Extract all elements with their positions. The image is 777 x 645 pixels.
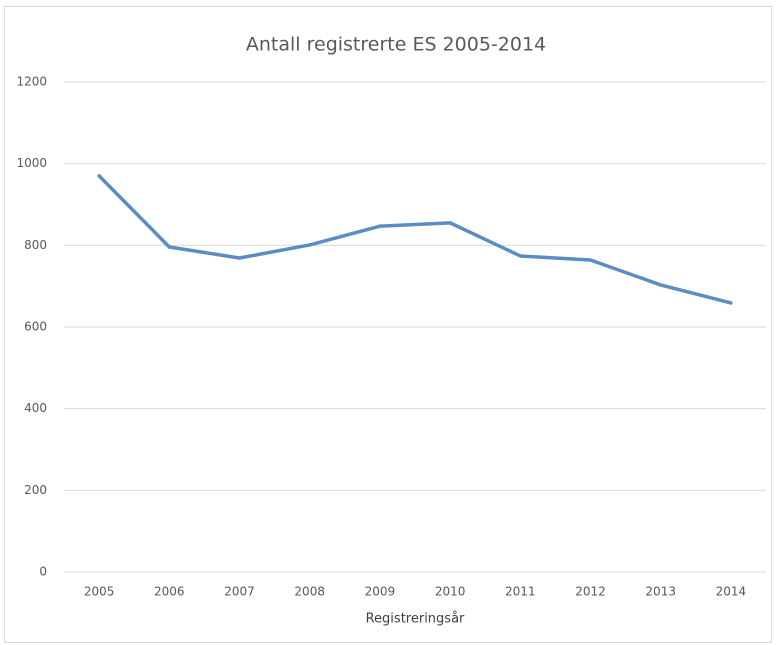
y-tick-label: 0 <box>39 565 47 579</box>
x-axis-title: Registreringsår <box>366 612 465 627</box>
x-tick-label: 2007 <box>224 585 255 599</box>
x-tick-label: 2010 <box>435 585 466 599</box>
x-tick-label: 2014 <box>716 585 747 599</box>
x-tick-label: 2012 <box>575 585 606 599</box>
y-tick-label: 800 <box>24 238 47 252</box>
x-tick-label: 2005 <box>84 585 115 599</box>
data-line <box>97 174 733 305</box>
x-tick-label: 2013 <box>645 585 676 599</box>
chart-title: Antall registrerte ES 2005-2014 <box>246 34 546 56</box>
y-tick-label: 600 <box>24 320 47 334</box>
y-tick-label: 1200 <box>16 75 47 89</box>
x-tick-label: 2011 <box>505 585 536 599</box>
x-tick-label: 2009 <box>365 585 396 599</box>
chart-border <box>4 6 772 643</box>
y-tick-label: 200 <box>24 483 47 497</box>
x-tick-label: 2008 <box>294 585 325 599</box>
x-tick-label: 2006 <box>154 585 185 599</box>
y-tick-label: 400 <box>24 401 47 415</box>
y-tick-label: 1000 <box>16 156 47 170</box>
